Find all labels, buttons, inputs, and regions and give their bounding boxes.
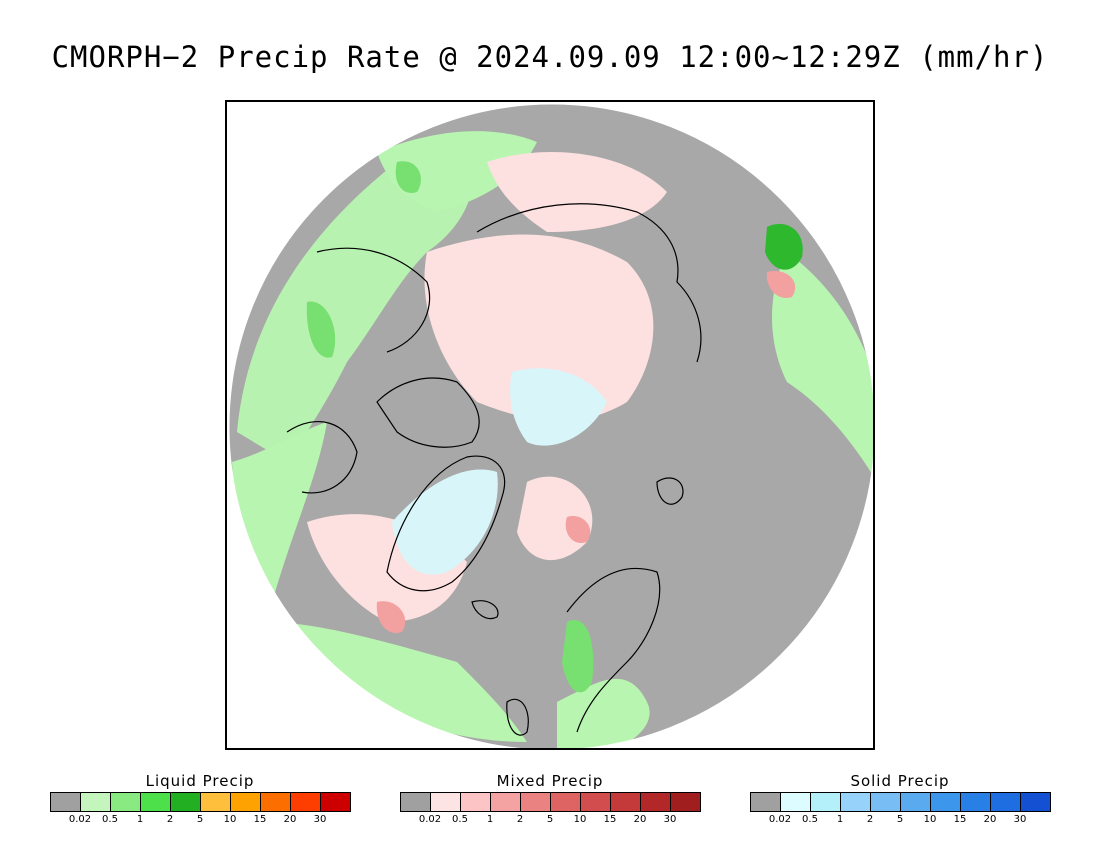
legend-tick-label: 20 [633, 814, 647, 825]
mixed-precip-region-siberia [487, 152, 667, 232]
legend-ticks: 0.02 0.5 1 2 5 10 15 20 30 [50, 812, 350, 826]
liquid-precip-region-nw [237, 142, 474, 462]
coastline-siberia [476, 203, 702, 363]
legend-swatch [491, 793, 521, 811]
legend-colorbar [750, 792, 1051, 812]
legend-mixed: Mixed Precip 0.02 0.5 1 2 5 10 15 20 30 [400, 770, 701, 826]
legend-tick-label: 5 [546, 814, 554, 825]
legend-tick-label: 10 [223, 814, 237, 825]
legend-tick-label: 15 [953, 814, 967, 825]
coastline-arctic-archipelago [376, 377, 480, 448]
legend-swatch [1021, 793, 1050, 811]
legend-tick-label: 15 [253, 814, 267, 825]
solid-precip-region-greenland [392, 469, 498, 575]
liquid-heavy-cell-norway [562, 620, 594, 693]
legend-swatch [291, 793, 321, 811]
legend-ticks: 0.02 0.5 1 2 5 10 15 20 30 [400, 812, 700, 826]
legend-colorbar [400, 792, 701, 812]
legend-tick-label: 30 [1013, 814, 1027, 825]
legend-swatch [751, 793, 781, 811]
liquid-heavy-cell-w [306, 301, 336, 358]
legend-swatch [521, 793, 551, 811]
legend-swatch [961, 793, 991, 811]
polar-precip-map [225, 100, 875, 750]
legend-tick-label: 5 [196, 814, 204, 825]
legend-solid: Solid Precip 0.02 0.5 1 2 5 10 15 20 30 [750, 770, 1051, 826]
legend-tick-label: 20 [983, 814, 997, 825]
legend-tick-label: 10 [923, 814, 937, 825]
coastline-hudson [286, 421, 358, 494]
mixed-precip-cell-sw [376, 601, 406, 633]
legend-swatch [401, 793, 431, 811]
legend-swatch [261, 793, 291, 811]
legend-tick-label: 1 [486, 814, 494, 825]
legend-liquid: Liquid Precip 0.02 0.5 1 2 5 10 15 20 30 [50, 770, 351, 826]
liquid-precip-region-se [557, 678, 650, 748]
legend-tick-label: 20 [283, 814, 297, 825]
liquid-precip-region-east [772, 252, 873, 482]
legend-swatch [611, 793, 641, 811]
legend-swatch [781, 793, 811, 811]
legend-swatch [321, 793, 350, 811]
legend-tick-label: 1 [136, 814, 144, 825]
liquid-heavy-cell-n [395, 161, 421, 193]
legend-title: Liquid Precip [145, 772, 255, 790]
disc-edge [228, 103, 873, 748]
legend-tick-label: 0.5 [802, 814, 818, 825]
coastlines [286, 203, 702, 736]
legend-tick-label: 2 [866, 814, 874, 825]
legend-tick-label: 0.02 [768, 814, 792, 825]
legend-swatch [811, 793, 841, 811]
legend-swatch [931, 793, 961, 811]
legend-swatch [461, 793, 491, 811]
legend-swatch [991, 793, 1021, 811]
mixed-precip-cell-se [565, 516, 591, 543]
solid-precip-region-arctic [510, 368, 607, 446]
legend-swatch [871, 793, 901, 811]
legend-swatch [581, 793, 611, 811]
legend-swatch [841, 793, 871, 811]
legend-swatch [671, 793, 700, 811]
legend-tick-label: 0.02 [418, 814, 442, 825]
legend-tick-label: 30 [663, 814, 677, 825]
map-title: CMORPH−2 Precip Rate @ 2024.09.09 12:00~… [51, 40, 1049, 74]
coastline-scandinavia [566, 567, 661, 733]
legend-colorbar [50, 792, 351, 812]
legend-tick-label: 5 [896, 814, 904, 825]
legend-swatch [641, 793, 671, 811]
legend-tick-label: 30 [313, 814, 327, 825]
legend-swatch [231, 793, 261, 811]
legend-tick-label: 1 [836, 814, 844, 825]
coastline-novaya-zemlya [656, 477, 684, 505]
liquid-heavy-cell-ne [765, 223, 803, 270]
legend-tick-label: 0.02 [68, 814, 92, 825]
mixed-precip-cell-ne [766, 271, 796, 298]
legend-tick-label: 2 [166, 814, 174, 825]
legend-tick-label: 2 [516, 814, 524, 825]
coastline-greenland [386, 455, 506, 592]
legend-title: Mixed Precip [496, 772, 604, 790]
legend-swatch [431, 793, 461, 811]
legend-swatch [551, 793, 581, 811]
legend-tick-label: 15 [603, 814, 617, 825]
mixed-precip-region-polar [424, 234, 654, 421]
legend-swatch [81, 793, 111, 811]
legend-tick-label: 10 [573, 814, 587, 825]
liquid-precip-region-sw [267, 622, 527, 742]
legend-swatch [51, 793, 81, 811]
legend-swatch [111, 793, 141, 811]
map-canvas [228, 103, 873, 748]
legend-swatch [201, 793, 231, 811]
coastline-alaska [316, 247, 431, 353]
legend-swatch [171, 793, 201, 811]
coastline-iceland [471, 600, 499, 620]
legend-swatch [901, 793, 931, 811]
coastline-british-isles [506, 698, 529, 736]
legend-swatch [141, 793, 171, 811]
legend-ticks: 0.02 0.5 1 2 5 10 15 20 30 [750, 812, 1050, 826]
legend-tick-label: 0.5 [452, 814, 468, 825]
precip-field [229, 104, 873, 748]
legend-tick-label: 0.5 [102, 814, 118, 825]
legend-title: Solid Precip [850, 772, 950, 790]
